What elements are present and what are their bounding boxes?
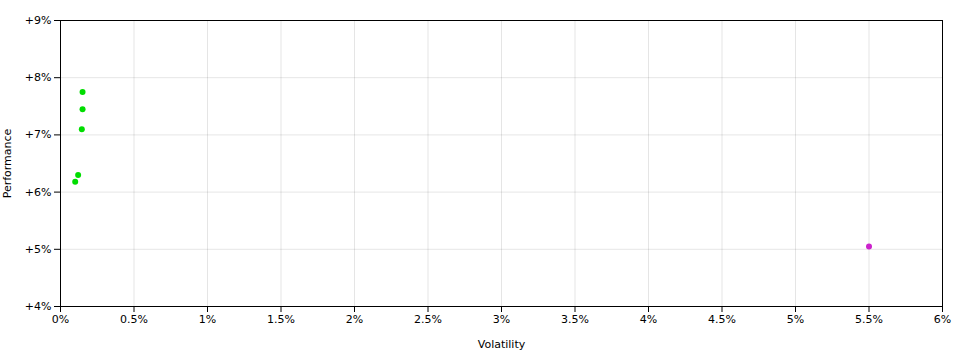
- svg-text:3.5%: 3.5%: [561, 313, 589, 326]
- svg-text:Performance: Performance: [1, 128, 14, 198]
- svg-text:1%: 1%: [199, 313, 216, 326]
- svg-text:+5%: +5%: [25, 243, 52, 256]
- svg-text:+6%: +6%: [25, 186, 52, 199]
- svg-text:4.5%: 4.5%: [708, 313, 736, 326]
- svg-text:+9%: +9%: [25, 14, 52, 27]
- svg-text:4%: 4%: [640, 313, 657, 326]
- svg-text:6%: 6%: [934, 313, 951, 326]
- svg-text:3%: 3%: [493, 313, 510, 326]
- svg-text:1.5%: 1.5%: [267, 313, 295, 326]
- svg-text:2.5%: 2.5%: [414, 313, 442, 326]
- svg-text:+7%: +7%: [25, 128, 52, 141]
- svg-text:+8%: +8%: [25, 71, 52, 84]
- svg-text:Volatility: Volatility: [478, 338, 526, 350]
- svg-text:+4%: +4%: [25, 300, 52, 313]
- svg-text:0.5%: 0.5%: [120, 313, 148, 326]
- svg-text:5.5%: 5.5%: [855, 313, 883, 326]
- svg-text:0%: 0%: [52, 313, 69, 326]
- svg-text:5%: 5%: [787, 313, 804, 326]
- svg-text:2%: 2%: [346, 313, 363, 326]
